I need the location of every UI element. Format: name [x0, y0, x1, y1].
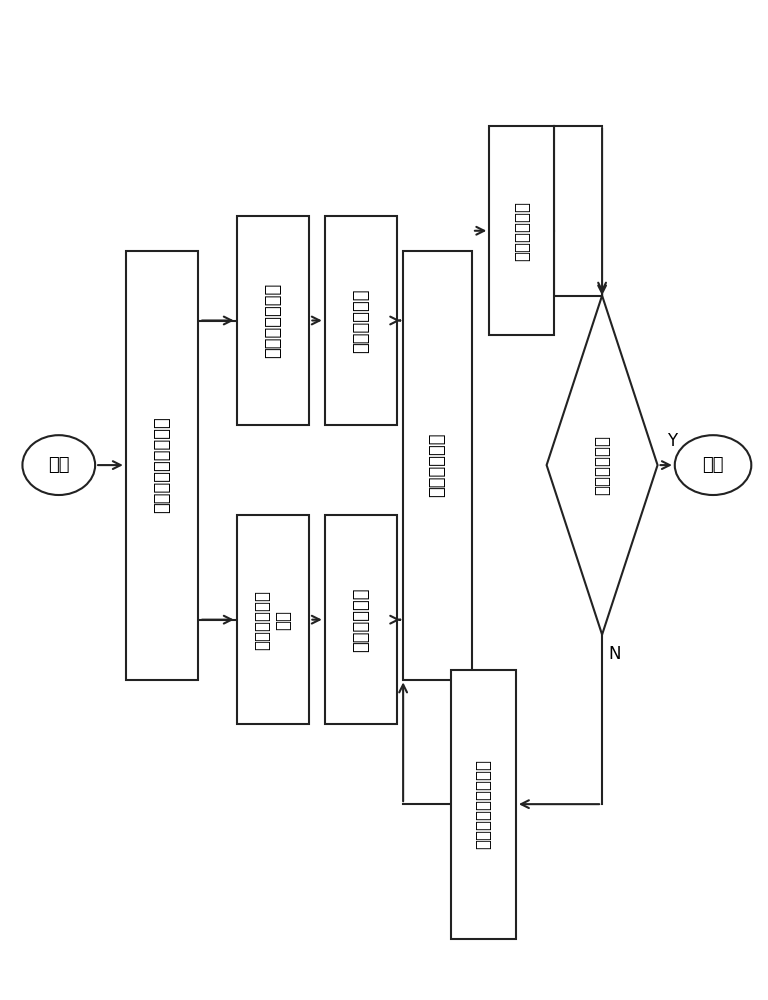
Bar [489, 126, 554, 335]
Text: 开始: 开始 [48, 456, 70, 474]
Bar [325, 216, 397, 425]
Text: 交互控制设计: 交互控制设计 [352, 587, 370, 652]
Bar [237, 216, 310, 425]
Text: 扰动观测器设计: 扰动观测器设计 [264, 283, 282, 358]
Bar [451, 670, 516, 939]
Text: Y: Y [667, 432, 677, 450]
Bar [237, 515, 310, 724]
Text: 查看控制效果: 查看控制效果 [513, 201, 531, 261]
Text: 是否满足要求: 是否满足要求 [593, 435, 611, 495]
Text: 调节控制律中的参数: 调节控制律中的参数 [475, 759, 492, 849]
Bar [126, 251, 198, 680]
Bar [403, 251, 472, 680]
Text: 控制系统仿真: 控制系统仿真 [429, 433, 446, 497]
Text: 并联机器人系统建模: 并联机器人系统建模 [153, 417, 171, 513]
Ellipse shape [675, 435, 751, 495]
Text: N: N [608, 645, 621, 663]
Bar [325, 515, 397, 724]
Text: 阻抗控制设计: 阻抗控制设计 [352, 288, 370, 353]
Text: 结束: 结束 [702, 456, 723, 474]
Text: 阻抗控制问题
转化: 阻抗控制问题 转化 [253, 590, 293, 650]
Polygon shape [547, 296, 657, 635]
Ellipse shape [22, 435, 95, 495]
